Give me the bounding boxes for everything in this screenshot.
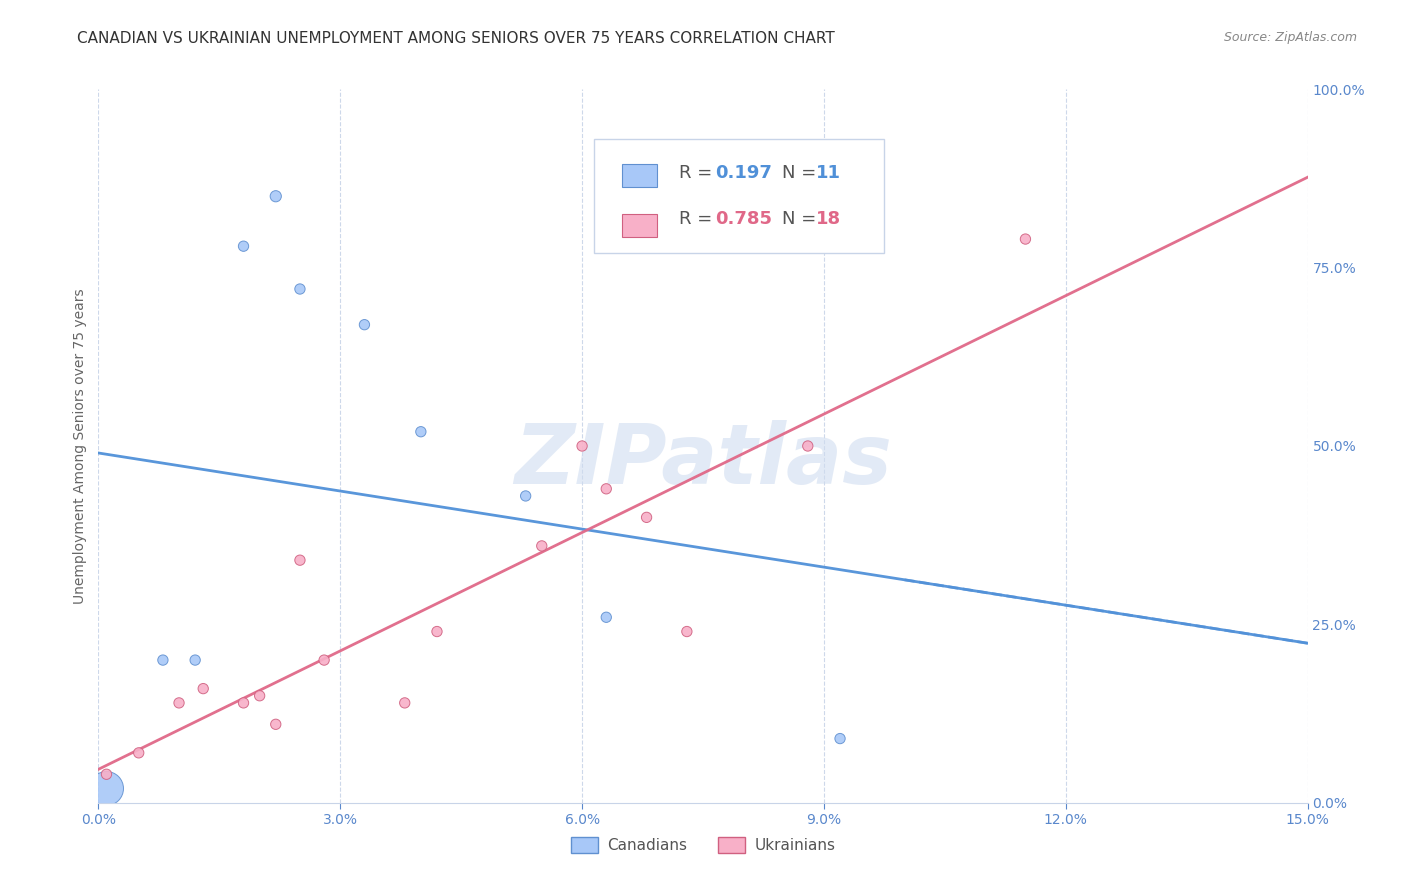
Point (409, 425, 432, 439)
Y-axis label: Unemployment Among Seniors over 75 years: Unemployment Among Seniors over 75 years (73, 288, 87, 604)
Point (167, 696, 190, 710)
Text: R =: R = (679, 211, 718, 228)
Point (515, 489, 537, 503)
Point (152, 653, 174, 667)
Point (193, 681, 215, 696)
Point (264, 189, 287, 203)
Point (128, 746, 150, 760)
Text: ZIPatlas: ZIPatlas (515, 420, 891, 500)
Point (394, 696, 416, 710)
Text: CANADIAN VS UKRAINIAN UNEMPLOYMENT AMONG SENIORS OVER 75 YEARS CORRELATION CHART: CANADIAN VS UKRAINIAN UNEMPLOYMENT AMONG… (77, 31, 835, 46)
FancyBboxPatch shape (595, 139, 884, 253)
FancyBboxPatch shape (621, 164, 657, 187)
Point (96, 767, 118, 781)
Point (353, 318, 375, 332)
Point (314, 653, 336, 667)
Point (571, 439, 593, 453)
Point (676, 624, 699, 639)
Point (595, 610, 617, 624)
Point (530, 539, 553, 553)
Text: N =: N = (782, 211, 821, 228)
Point (426, 624, 449, 639)
Point (264, 717, 287, 731)
Point (828, 731, 851, 746)
Point (232, 239, 254, 253)
Point (249, 689, 271, 703)
Point (288, 282, 311, 296)
Point (184, 653, 207, 667)
FancyBboxPatch shape (621, 214, 657, 237)
Text: N =: N = (782, 164, 821, 182)
Point (1014, 232, 1036, 246)
Text: 0.785: 0.785 (716, 211, 772, 228)
Point (797, 439, 820, 453)
Point (288, 553, 311, 567)
Point (96, 781, 118, 796)
Text: 11: 11 (815, 164, 841, 182)
Text: R =: R = (679, 164, 718, 182)
Text: 18: 18 (815, 211, 841, 228)
Text: 0.197: 0.197 (716, 164, 772, 182)
Point (232, 696, 254, 710)
Point (636, 510, 658, 524)
Point (595, 482, 617, 496)
Legend: Canadians, Ukrainians: Canadians, Ukrainians (564, 831, 842, 859)
Text: Source: ZipAtlas.com: Source: ZipAtlas.com (1223, 31, 1357, 45)
